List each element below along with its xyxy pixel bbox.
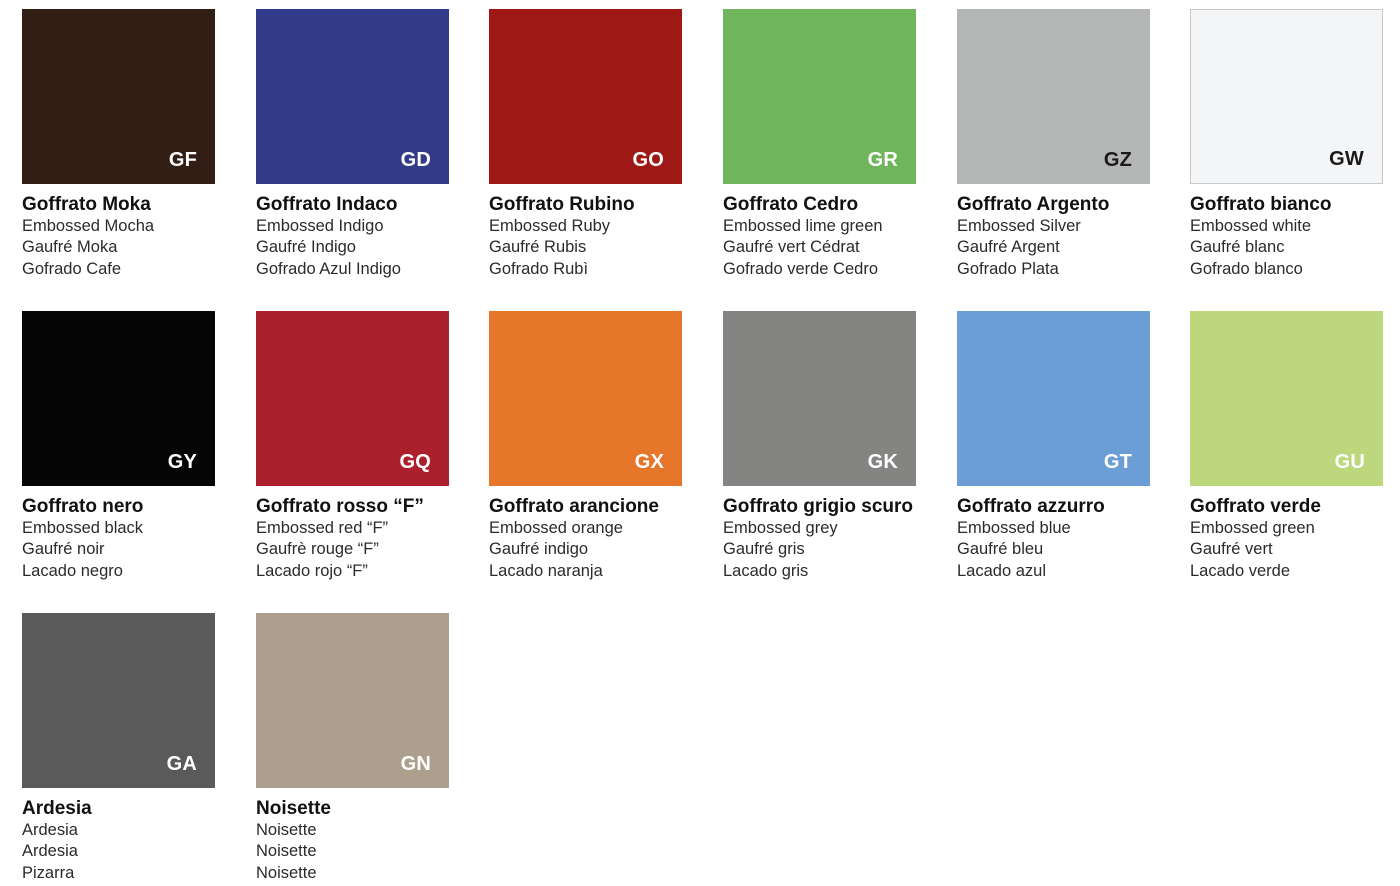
- color-swatch[interactable]: GW: [1190, 9, 1383, 184]
- swatch-name-es: Lacado negro: [22, 561, 123, 580]
- color-swatch[interactable]: GU: [1190, 311, 1383, 486]
- color-swatch[interactable]: GA: [22, 613, 215, 788]
- swatch-code: GZ: [1103, 149, 1132, 171]
- swatch-card[interactable]: GO Goffrato Rubino Embossed Ruby Gaufré …: [489, 9, 683, 280]
- swatch-title: Goffrato Cedro: [723, 194, 859, 215]
- color-swatch[interactable]: GQ: [256, 311, 449, 486]
- swatch-name-en: Embossed Mocha: [22, 217, 155, 235]
- swatch-card[interactable]: GY Goffrato nero Embossed black Gaufré n…: [22, 311, 216, 582]
- swatch-card[interactable]: GA Ardesia Ardesia Ardesia Pizarra: [22, 613, 216, 884]
- swatch-code: GA: [166, 753, 197, 775]
- swatch-code: GX: [634, 451, 664, 473]
- swatch-title: Ardesia: [22, 798, 92, 819]
- color-swatch[interactable]: GO: [489, 9, 682, 184]
- swatch-name-fr: Gaufré Indigo: [256, 238, 356, 257]
- color-swatch[interactable]: GZ: [957, 9, 1150, 184]
- swatch-card[interactable]: GZ Goffrato Argento Embossed Silver Gauf…: [957, 9, 1151, 280]
- swatch-name-es: Lacado rojo “F”: [256, 561, 368, 580]
- swatch-title: Noisette: [256, 798, 331, 819]
- swatch-name-fr: Gaufré blanc: [1190, 238, 1285, 257]
- swatch-card[interactable]: GF Goffrato Moka Embossed Mocha Gaufré M…: [22, 9, 216, 280]
- color-swatch[interactable]: GY: [22, 311, 215, 486]
- swatch-card[interactable]: GX Goffrato arancione Embossed orange Ga…: [489, 311, 683, 582]
- color-swatch[interactable]: GX: [489, 311, 682, 486]
- swatch-name-es: Lacado verde: [1190, 561, 1290, 580]
- swatch-title: Goffrato nero: [22, 496, 144, 517]
- swatch-card[interactable]: GD Goffrato Indaco Embossed Indigo Gaufr…: [256, 9, 450, 280]
- swatch-title: Goffrato grigio scuro: [723, 496, 913, 517]
- swatch-name-es: Gofrado Plata: [957, 259, 1059, 278]
- swatch-card[interactable]: GT Goffrato azzurro Embossed blue Gaufré…: [957, 311, 1151, 582]
- swatch-code: GW: [1329, 148, 1364, 170]
- swatch-name-es: Gofrado Rubì: [489, 259, 589, 278]
- swatch-card[interactable]: GQ Goffrato rosso “F” Embossed red “F” G…: [256, 311, 450, 582]
- swatch-code: GN: [400, 753, 431, 775]
- swatch-name-fr: Gaufré indigo: [489, 540, 589, 559]
- swatch-title: Goffrato verde: [1190, 496, 1321, 517]
- swatch-code: GY: [167, 451, 197, 473]
- swatch-name-fr: Gaufré Rubis: [489, 238, 587, 257]
- swatch-name-fr: Ardesia: [22, 842, 78, 861]
- swatch-name-es: Noisette: [256, 863, 317, 882]
- swatch-card[interactable]: GR Goffrato Cedro Embossed lime green Ga…: [723, 9, 917, 280]
- swatch-name-es: Lacado naranja: [489, 561, 603, 580]
- swatch-title: Goffrato rosso “F”: [256, 496, 424, 517]
- swatch-name-es: Gofrado Azul Indigo: [256, 259, 401, 278]
- swatch-name-en: Embossed red “F”: [256, 519, 389, 537]
- color-swatch[interactable]: GD: [256, 9, 449, 184]
- color-swatch[interactable]: GN: [256, 613, 449, 788]
- swatch-name-en: Embossed black: [22, 519, 144, 537]
- swatch-title: Goffrato Rubino: [489, 194, 635, 215]
- swatch-title: Goffrato azzurro: [957, 496, 1105, 517]
- color-swatch[interactable]: GT: [957, 311, 1150, 486]
- swatch-code: GR: [867, 149, 898, 171]
- swatch-card[interactable]: GU Goffrato verde Embossed green Gaufré …: [1190, 311, 1384, 582]
- swatch-title: Goffrato Indaco: [256, 194, 398, 215]
- swatch-card[interactable]: GN Noisette Noisette Noisette Noisette: [256, 613, 450, 884]
- swatch-title: Goffrato bianco: [1190, 194, 1332, 215]
- swatch-code: GD: [400, 149, 431, 171]
- swatch-name-es: Lacado gris: [723, 561, 809, 580]
- swatch-name-es: Gofrado Cafe: [22, 259, 122, 278]
- swatch-name-en: Embossed Indigo: [256, 217, 384, 235]
- swatch-code: GQ: [399, 451, 431, 473]
- swatch-name-es: Gofrado verde Cedro: [723, 259, 879, 278]
- swatch-name-en: Embossed grey: [723, 519, 838, 537]
- color-swatch[interactable]: GF: [22, 9, 215, 184]
- swatch-name-en: Embossed Silver: [957, 217, 1081, 235]
- swatch-code: GT: [1103, 451, 1132, 473]
- swatch-name-fr: Gaufrè rouge “F”: [256, 540, 379, 559]
- swatch-code: GO: [632, 149, 664, 171]
- color-swatch[interactable]: GR: [723, 9, 916, 184]
- swatch-name-en: Ardesia: [22, 821, 78, 839]
- swatch-title: Goffrato arancione: [489, 496, 659, 517]
- swatch-name-fr: Gaufré bleu: [957, 540, 1044, 559]
- swatch-name-fr: Gaufré gris: [723, 540, 805, 559]
- swatch-name-fr: Gaufré noir: [22, 540, 105, 559]
- swatch-name-en: Embossed white: [1190, 217, 1312, 235]
- swatch-name-fr: Gaufré Moka: [22, 238, 118, 257]
- swatch-name-fr: Gaufré vert: [1190, 540, 1273, 559]
- swatch-name-en: Embossed green: [1190, 519, 1315, 537]
- swatch-card[interactable]: GW Goffrato bianco Embossed white Gaufré…: [1190, 9, 1384, 280]
- swatch-name-fr: Gaufré vert Cédrat: [723, 238, 860, 257]
- swatch-card[interactable]: GK Goffrato grigio scuro Embossed grey G…: [723, 311, 917, 582]
- swatch-code: GK: [867, 451, 898, 473]
- swatch-title: Goffrato Argento: [957, 194, 1110, 215]
- swatch-name-en: Embossed Ruby: [489, 217, 611, 235]
- swatch-name-es: Lacado azul: [957, 561, 1046, 580]
- color-swatch[interactable]: GK: [723, 311, 916, 486]
- swatch-name-en: Noisette: [256, 821, 317, 839]
- swatch-title: Goffrato Moka: [22, 194, 151, 215]
- swatch-name-en: Embossed lime green: [723, 217, 883, 235]
- swatch-code: GU: [1334, 451, 1365, 473]
- swatch-name-es: Gofrado blanco: [1190, 259, 1303, 278]
- swatch-name-en: Embossed blue: [957, 519, 1071, 537]
- swatch-name-es: Pizarra: [22, 863, 75, 882]
- swatch-name-fr: Gaufré Argent: [957, 238, 1060, 257]
- swatch-name-en: Embossed orange: [489, 519, 623, 537]
- swatch-code: GF: [168, 149, 197, 171]
- swatch-name-fr: Noisette: [256, 842, 317, 861]
